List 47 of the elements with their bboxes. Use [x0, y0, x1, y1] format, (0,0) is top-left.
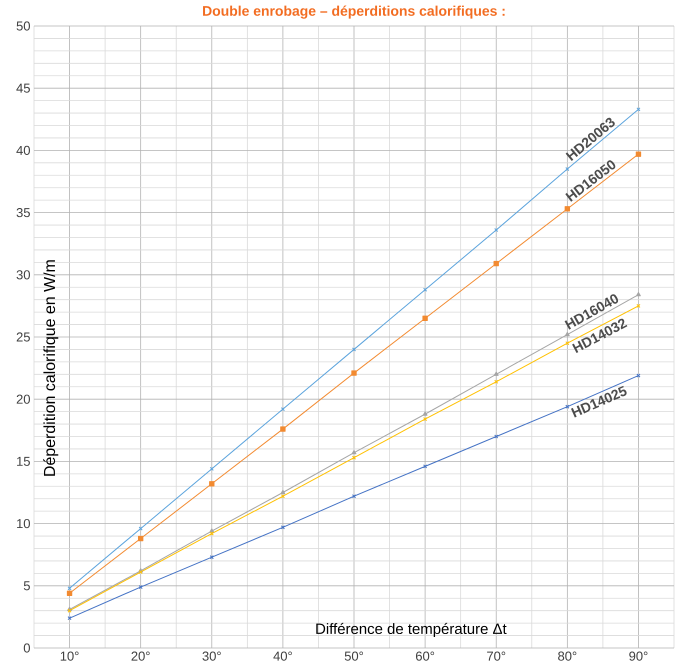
point — [280, 490, 286, 494]
point — [494, 372, 499, 376]
x-tick-label: 20° — [132, 652, 150, 661]
point — [565, 341, 570, 346]
point — [352, 456, 356, 460]
point — [494, 380, 498, 384]
point — [210, 466, 214, 471]
y-tick-label: 50 — [16, 21, 30, 31]
point — [352, 347, 356, 352]
y-tick-label: 0 — [24, 643, 30, 653]
y-axis-title: Déperdition calorifique en W/m — [43, 260, 58, 476]
x-axis-title: Différence de température Δt — [316, 622, 507, 638]
y-tick-label: 45 — [16, 84, 30, 93]
point — [138, 584, 143, 590]
x-tick-label: 30° — [202, 652, 221, 661]
x-tick-label: 80° — [558, 652, 576, 661]
x-tick-label: 40° — [273, 652, 292, 661]
point — [494, 260, 499, 266]
x-tick-label: 50° — [344, 652, 364, 661]
point — [138, 536, 144, 542]
point — [422, 316, 428, 322]
x-tick-label: 70° — [487, 652, 506, 661]
y-tick-label: 5 — [24, 581, 30, 590]
point — [66, 590, 72, 596]
x-tick-label: 10° — [60, 652, 79, 661]
point — [210, 555, 214, 560]
point — [209, 481, 214, 486]
chart-title: Double enrobage – déperditions calorifiques : — [203, 6, 505, 19]
y-tick-label: 20 — [16, 394, 30, 404]
y-tick-label: 15 — [17, 456, 30, 466]
point — [636, 292, 641, 296]
y-tick-label: 35 — [16, 208, 30, 218]
point — [351, 370, 357, 376]
point — [280, 426, 286, 432]
point — [564, 332, 570, 336]
y-tick-label: 40 — [16, 146, 30, 155]
x-tick-label: 90° — [629, 652, 648, 661]
y-tick-label: 25 — [16, 332, 30, 342]
y-tick-label: 10 — [17, 519, 30, 528]
point — [565, 404, 570, 409]
point — [422, 411, 428, 416]
point — [352, 450, 356, 454]
x-tick-label: 60° — [416, 652, 434, 661]
point — [209, 528, 214, 533]
y-tick-label: 30 — [16, 270, 30, 280]
point — [636, 151, 642, 157]
point — [564, 206, 570, 212]
